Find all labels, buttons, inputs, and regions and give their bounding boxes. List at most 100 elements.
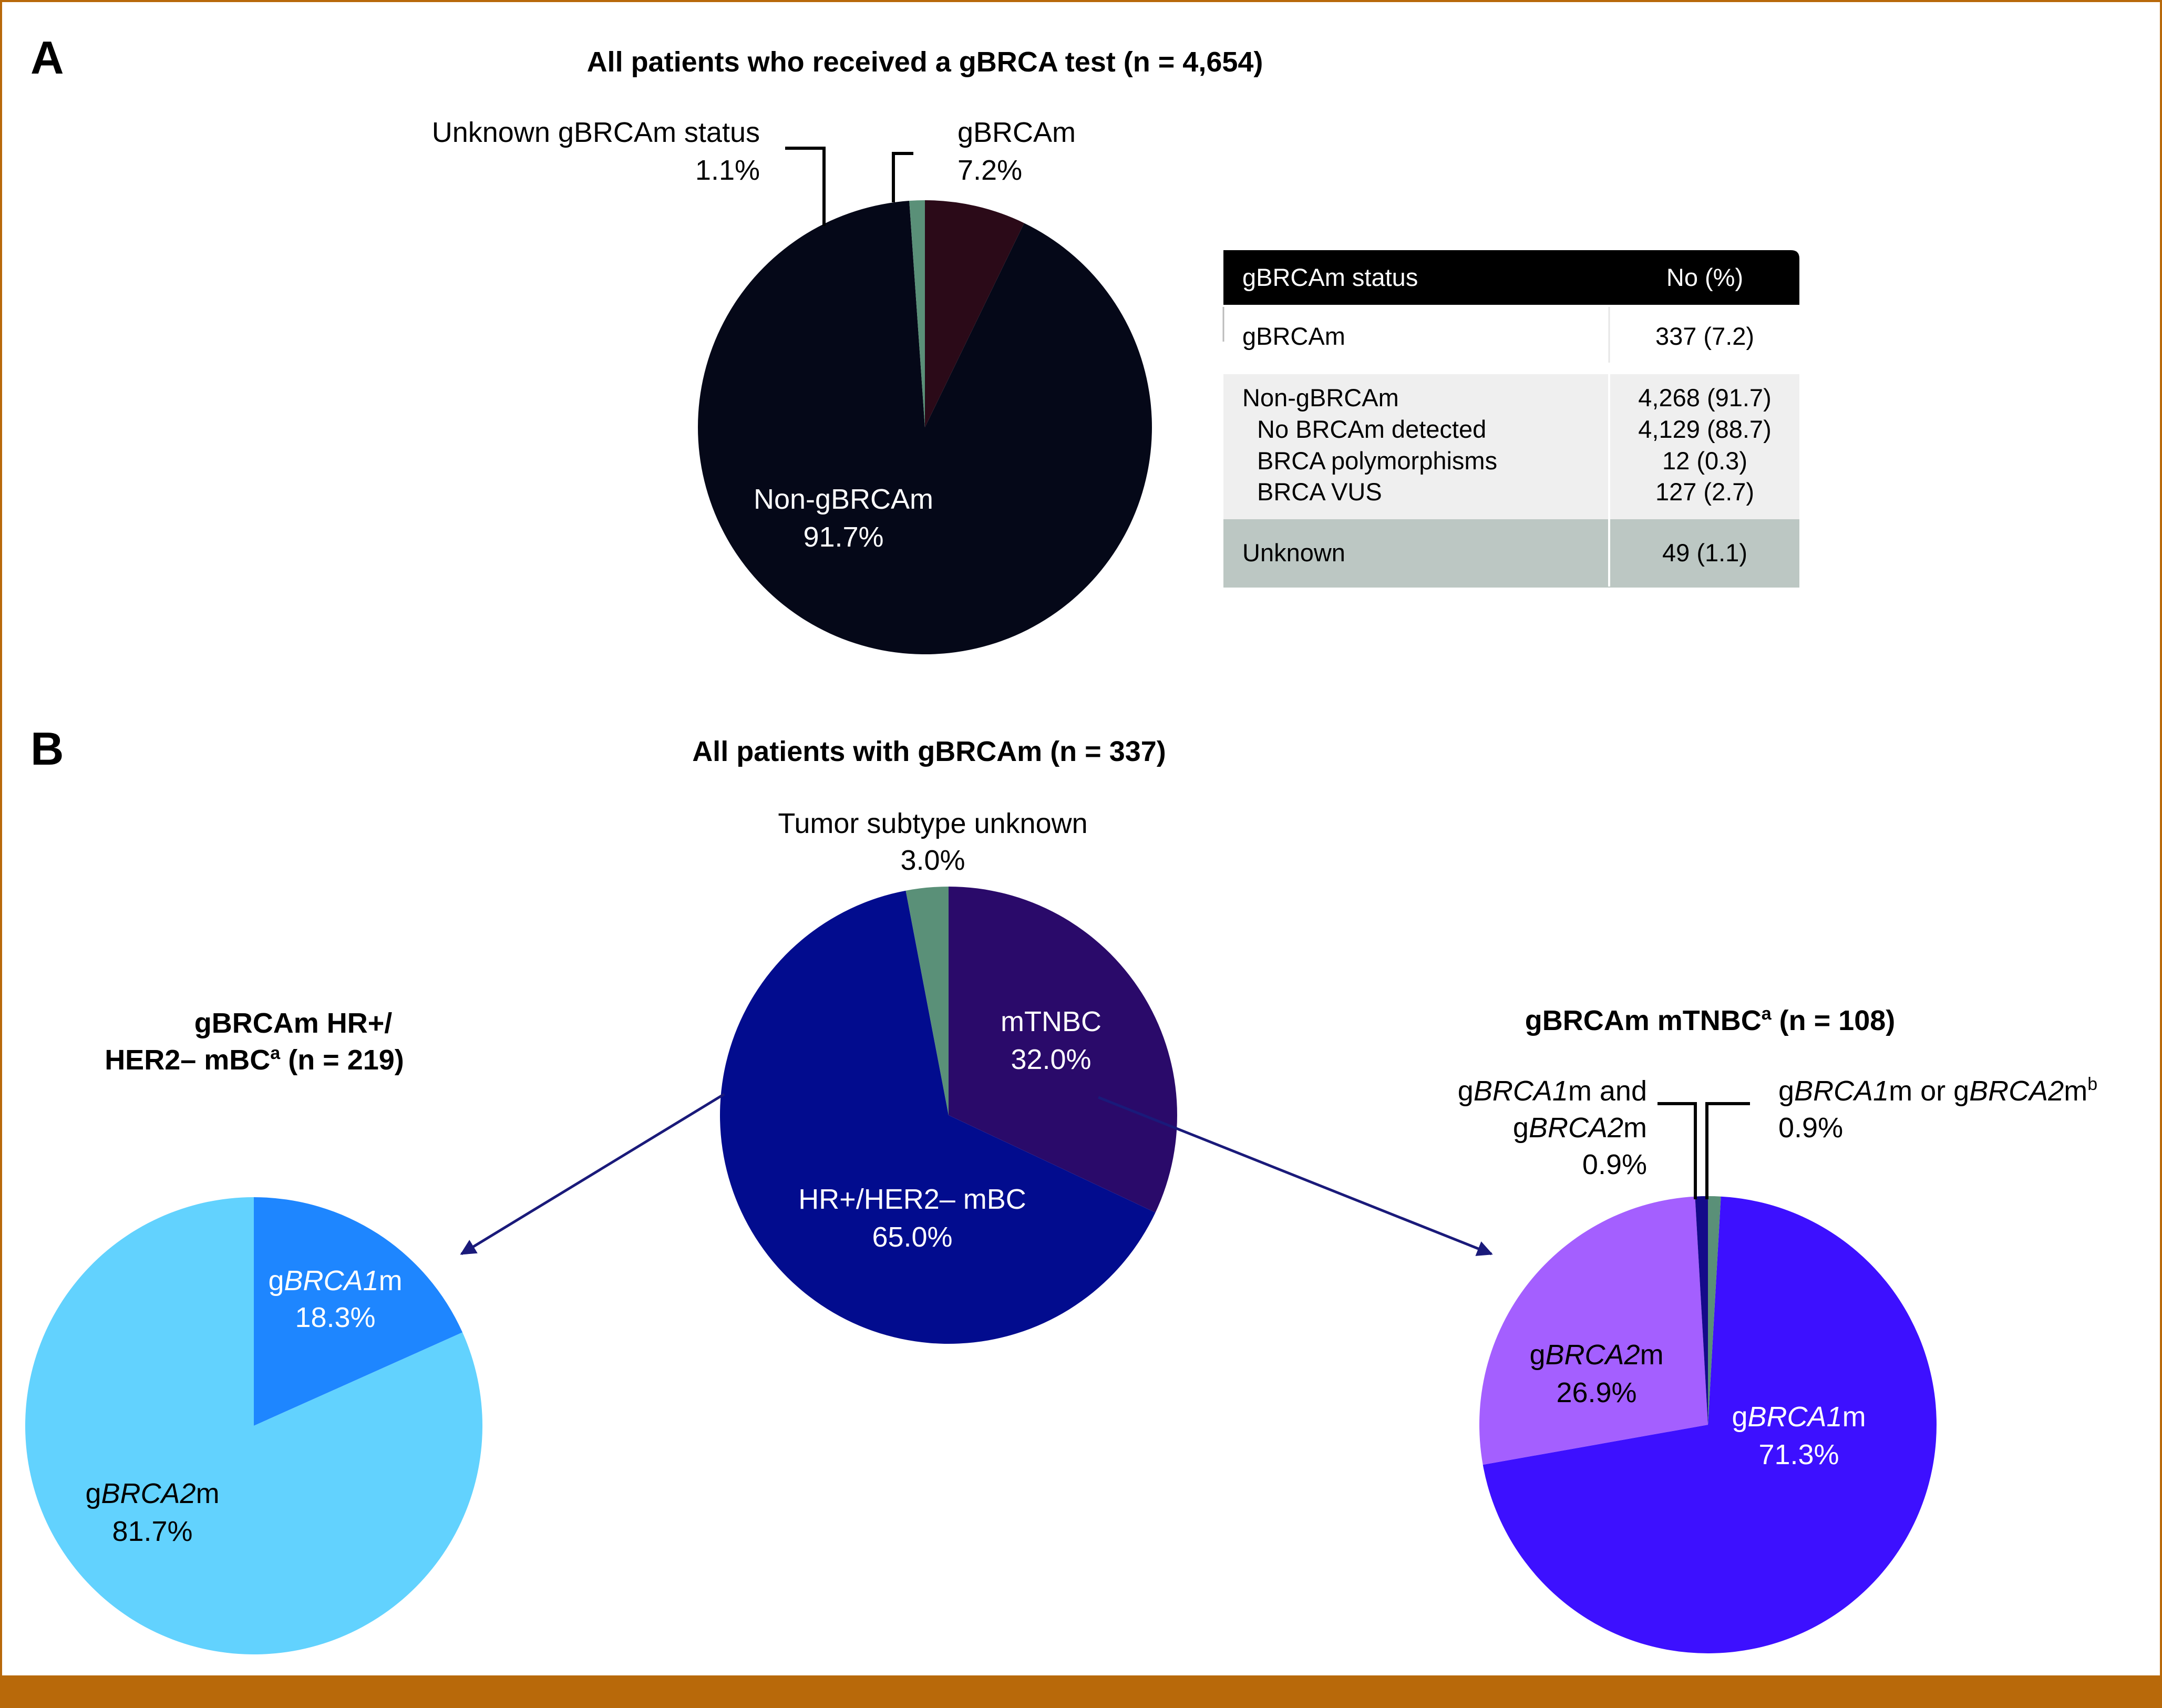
pie-d-value-both: 0.9%	[1582, 1149, 1647, 1180]
table-row-5-label: Unknown	[1242, 539, 1345, 567]
frame-left-border	[0, 0, 2, 1708]
pie-a-value-unknown: 1.1%	[695, 155, 760, 186]
frame-top-border	[0, 0, 2162, 2]
table-row-1-value: 4,268 (91.7)	[1638, 384, 1771, 411]
pie-b-title: All patients with gBRCAm (n = 337)	[692, 736, 1166, 767]
bottom-bar	[0, 1675, 2162, 1708]
pie-d-title: gBRCAm mTNBCa (n = 108)	[1525, 1004, 1896, 1036]
pie-d-label-both-l1-pre: g	[1458, 1075, 1474, 1107]
pie-d-slice-brca1	[1482, 1196, 1937, 1654]
pie-d-leader-either	[1705, 1102, 1750, 1199]
pie-a-slice-unknown	[909, 200, 925, 427]
pie-c-label-brca1-pre: g	[268, 1265, 284, 1297]
pie-d-label-either-mid: m or g	[1889, 1075, 1969, 1107]
arrow-to-hr-her2-pie	[460, 1093, 725, 1256]
pie-d-value-either: 0.9%	[1778, 1112, 1843, 1144]
table-row-2-value: 4,129 (88.7)	[1638, 415, 1771, 443]
pie-d-value-brca2: 26.9%	[1556, 1377, 1636, 1408]
table-row-4-value: 127 (2.7)	[1655, 478, 1754, 506]
table-header-status: gBRCAm status	[1242, 263, 1418, 291]
pie-c-label-brca2: gBRCA2m	[85, 1478, 219, 1509]
pie-b-slice-hr-her2	[719, 890, 1156, 1344]
pie-c-label-brca2-pre: g	[85, 1478, 101, 1509]
pie-d-label-both-l2-it: BRCA2	[1529, 1112, 1623, 1144]
pie-a-label-gbrcam: gBRCAm	[958, 117, 1076, 148]
table-header-no: No (%)	[1666, 263, 1743, 291]
table-row-2-label: No BRCAm detected	[1257, 415, 1486, 443]
pie-a-slice-non-gbrcam	[697, 201, 1152, 654]
pie-d-label-brca1-it: BRCA1	[1748, 1401, 1842, 1433]
pie-d-label-both-l1-post: m and	[1568, 1075, 1647, 1107]
table-row-4-label: BRCA VUS	[1257, 478, 1382, 506]
pie-c-value-brca1: 18.3%	[295, 1302, 375, 1333]
pie-c-label-brca2-post: m	[196, 1478, 220, 1509]
pie-c-label-brca1-post: m	[379, 1265, 403, 1297]
pie-d-title-main: gBRCAm mTNBC	[1525, 1005, 1762, 1036]
pie-d-label-either-it2: BRCA2	[1969, 1075, 2064, 1107]
pie-a-label-unknown: Unknown gBRCAm status	[432, 117, 760, 148]
pie-b-slice-mtnbc	[949, 887, 1177, 1213]
pie-b-value-mtnbc: 32.0%	[1011, 1044, 1091, 1075]
pie-a-value-non-gbrcam: 91.7%	[803, 521, 883, 553]
pie-c-label-brca1: gBRCA1m	[268, 1265, 402, 1297]
pie-b-slice-unknown	[905, 887, 949, 1115]
pie-b-label-unknown: Tumor subtype unknown	[778, 808, 1087, 839]
pie-a-label-non-gbrcam: Non-gBRCAm	[754, 483, 933, 515]
table-row-3-value: 12 (0.3)	[1662, 447, 1747, 475]
pie-c-value-brca2: 81.7%	[112, 1516, 192, 1547]
pie-d-slice-either	[1708, 1196, 1721, 1425]
pie-c-title-sup: a	[270, 1043, 281, 1063]
pie-d-title-sup: a	[1762, 1004, 1772, 1024]
pie-c-title-line1: gBRCAm HR+/	[194, 1007, 393, 1039]
pie-d	[1479, 1196, 1937, 1654]
pie-a-leader-unknown	[785, 147, 826, 226]
status-table: gBRCAm status No (%) gBRCAm 337 (7.2) No…	[1222, 250, 1799, 588]
pie-b-value-unknown: 3.0%	[900, 845, 965, 876]
pie-d-label-both-l1-it: BRCA1	[1474, 1075, 1568, 1107]
table-header-bg	[1223, 250, 1799, 305]
pie-c-label-brca1-it: BRCA1	[284, 1265, 379, 1297]
pie-a-title: All patients who received a gBRCA test (…	[587, 46, 1263, 78]
pie-d-label-both-l2-post: m	[1623, 1112, 1647, 1144]
pie-d-slice-brca2	[1479, 1196, 1708, 1465]
pie-d-label-either-it: BRCA1	[1794, 1075, 1889, 1107]
table-row-unknown-bg	[1223, 519, 1799, 588]
pie-d-slice-both	[1695, 1196, 1708, 1425]
pie-c-label-brca2-it: BRCA2	[101, 1478, 196, 1509]
pie-b-label-mtnbc: mTNBC	[1001, 1006, 1101, 1037]
pie-c-title-sub: HER2– mBC	[105, 1044, 270, 1076]
pie-d-label-brca1: gBRCA1m	[1732, 1401, 1866, 1433]
pie-b-value-hr-her2: 65.0%	[872, 1221, 952, 1253]
pie-a-value-gbrcam: 7.2%	[958, 155, 1022, 186]
table-row-gbrcam-bg	[1223, 305, 1799, 368]
pie-d-label-either-pre: g	[1778, 1075, 1794, 1107]
pie-a	[697, 200, 1152, 654]
pie-d-label-brca2-pre: g	[1529, 1339, 1545, 1371]
pie-d-title-tail: (n = 108)	[1772, 1005, 1896, 1036]
pie-d-label-brca1-post: m	[1842, 1401, 1866, 1433]
panel-b-letter: B	[30, 723, 64, 775]
pie-d-label-brca2: gBRCA2m	[1529, 1339, 1663, 1371]
arrow-to-mtnbc-pie	[1098, 1096, 1493, 1256]
pie-d-label-both-line1: gBRCA1m and	[1458, 1075, 1647, 1107]
pie-d-label-either-post: m	[2064, 1075, 2087, 1107]
pie-a-leader-gbrcam	[892, 152, 913, 202]
table-row-nongbrcam-bg	[1223, 374, 1799, 519]
pie-d-label-brca2-it: BRCA2	[1546, 1339, 1640, 1371]
pie-b	[719, 887, 1177, 1344]
panel-a-letter: A	[30, 32, 64, 84]
pie-a-slice-gbrcam	[925, 200, 1024, 427]
table-row-5-value: 49 (1.1)	[1662, 539, 1747, 567]
pie-c-title-tail: (n = 219)	[280, 1044, 404, 1076]
frame-right-border	[2160, 0, 2162, 1708]
pie-d-value-brca1: 71.3%	[1758, 1439, 1839, 1470]
table-row-1-label: Non-gBRCAm	[1242, 384, 1399, 411]
pie-d-label-either: gBRCA1m or gBRCA2mb	[1778, 1074, 2097, 1107]
pie-c	[25, 1197, 482, 1655]
pie-d-label-brca2-post: m	[1640, 1339, 1664, 1371]
pie-b-label-hr-her2: HR+/HER2– mBC	[798, 1184, 1026, 1215]
pie-d-label-either-sup: b	[2087, 1074, 2097, 1094]
pie-d-label-both-line2: gBRCA2m	[1513, 1112, 1647, 1144]
